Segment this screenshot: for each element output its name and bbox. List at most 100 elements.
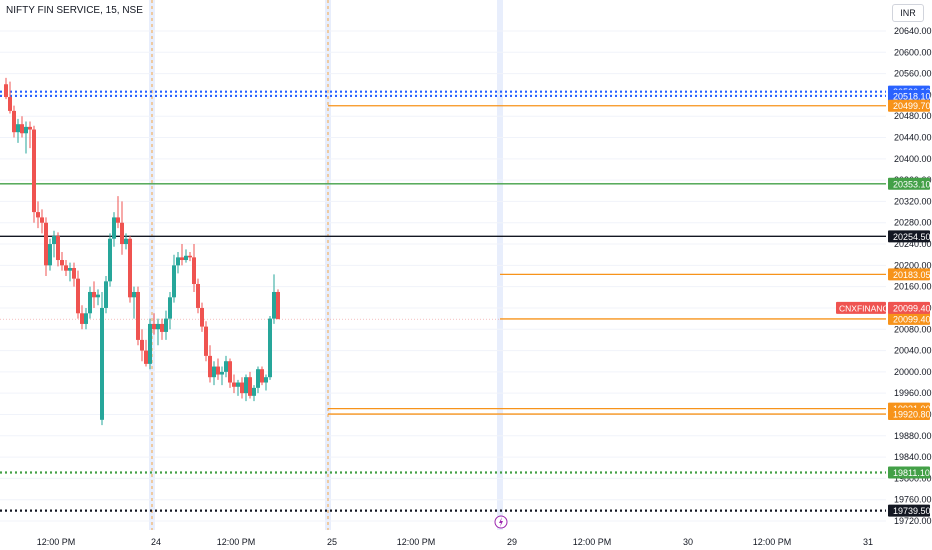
candle-body	[44, 222, 48, 266]
level-price-label-8: 19920.80	[893, 410, 931, 420]
candle-body	[100, 307, 104, 420]
candle-body	[76, 278, 80, 314]
y-tick-label-22: 19760.00	[894, 495, 932, 505]
candle-body	[108, 238, 112, 282]
x-tick-label-3: 25	[327, 537, 337, 547]
y-tick-label-2: 20560.00	[894, 69, 932, 79]
y-tick-label-5: 20440.00	[894, 133, 932, 143]
candle-body	[24, 126, 28, 134]
x-tick-label-8: 12:00 PM	[753, 537, 792, 547]
y-tick-label-14: 20080.00	[894, 324, 932, 334]
level-price-box-9	[888, 466, 930, 479]
level-price-box-1	[888, 89, 930, 102]
y-tick-label-4: 20480.00	[894, 111, 932, 121]
candle-body	[32, 129, 36, 213]
currency-button[interactable]: INR	[892, 4, 924, 22]
symbol-price-label: 20099.40	[893, 303, 931, 313]
y-tick-label-16: 20000.00	[894, 367, 932, 377]
y-tick-label-0: 20640.00	[894, 26, 932, 36]
x-tick-label-0: 12:00 PM	[37, 537, 76, 547]
candle-body	[240, 382, 244, 394]
level-price-box-8	[888, 408, 930, 421]
level-price-box-3	[888, 177, 930, 190]
candle-body	[28, 126, 32, 130]
y-tick-label-10: 20240.00	[894, 239, 932, 249]
level-price-label-9: 19811.10	[893, 468, 930, 478]
level-price-box-4	[888, 230, 930, 243]
level-price-label-5: 20183.05	[893, 270, 931, 280]
candle-body	[260, 369, 264, 383]
y-tick-label-23: 19720.00	[894, 516, 932, 526]
candle-body	[96, 294, 100, 298]
y-tick-label-1: 20600.00	[894, 47, 932, 57]
candle-body	[164, 318, 168, 332]
x-tick-label-6: 12:00 PM	[573, 537, 612, 547]
candle-body	[216, 366, 220, 375]
candle-body	[72, 268, 76, 279]
candle-body	[156, 323, 160, 330]
candle-body	[224, 361, 228, 372]
candle-body	[8, 97, 12, 111]
candle-body	[88, 291, 92, 314]
candle-body	[116, 217, 120, 223]
symbol-price-box	[888, 301, 930, 314]
candle-body	[84, 313, 88, 324]
level-price-box-5	[888, 268, 930, 281]
candle-body	[200, 307, 204, 327]
candle-body	[120, 222, 124, 245]
level-price-label-10: 19739.50	[893, 506, 931, 516]
candle-body	[52, 236, 56, 245]
y-tick-label-19: 19880.00	[894, 431, 932, 441]
candle-body	[212, 366, 216, 378]
candle-body	[16, 124, 20, 133]
candle-body	[60, 260, 64, 266]
candle-body	[128, 238, 132, 298]
level-price-box-2	[888, 99, 930, 112]
candle-body	[256, 369, 260, 388]
candle-body	[268, 318, 272, 378]
candle-body	[180, 257, 184, 261]
candle-body	[168, 297, 172, 319]
candle-body	[4, 84, 8, 98]
candle-body	[204, 326, 208, 356]
candle-body	[112, 217, 116, 239]
x-tick-label-1: 24	[151, 537, 161, 547]
candle-body	[48, 244, 52, 266]
candle-body	[228, 361, 232, 383]
candle-body	[36, 212, 40, 218]
candle-body	[144, 350, 148, 364]
candle-body	[20, 124, 24, 134]
candle-body	[140, 339, 144, 351]
candle-body	[248, 377, 252, 396]
y-tick-label-8: 20320.00	[894, 196, 932, 206]
candle-body	[124, 238, 128, 245]
y-tick-label-20: 19840.00	[894, 452, 932, 462]
y-tick-label-9: 20280.00	[894, 218, 932, 228]
x-tick-label-7: 30	[683, 537, 693, 547]
candle-body	[68, 268, 72, 271]
level-price-box-10	[888, 504, 930, 517]
candle-body	[152, 323, 156, 330]
candle-body	[92, 291, 96, 298]
level-price-label-3: 20353.10	[893, 179, 931, 189]
candle-body	[80, 313, 84, 324]
candle-body	[192, 257, 196, 284]
candle-body	[56, 236, 60, 261]
candle-body	[40, 217, 44, 223]
symbol-tag-box	[836, 301, 886, 314]
candle-body	[160, 323, 164, 332]
candle-body	[172, 265, 176, 298]
candle-body	[136, 291, 140, 340]
symbol-tag-label: CNXFINANCE	[839, 303, 895, 313]
x-tick-label-5: 29	[507, 537, 517, 547]
candle-body	[272, 291, 276, 319]
candle-body	[188, 255, 192, 258]
candle-body	[176, 257, 180, 266]
y-tick-label-11: 20200.00	[894, 260, 932, 270]
x-tick-label-2: 12:00 PM	[217, 537, 256, 547]
chart-title: NIFTY FIN SERVICE, 15, NSE	[6, 5, 143, 16]
candle-body	[132, 291, 136, 298]
candle-body	[276, 291, 280, 320]
candle-body	[208, 355, 212, 378]
